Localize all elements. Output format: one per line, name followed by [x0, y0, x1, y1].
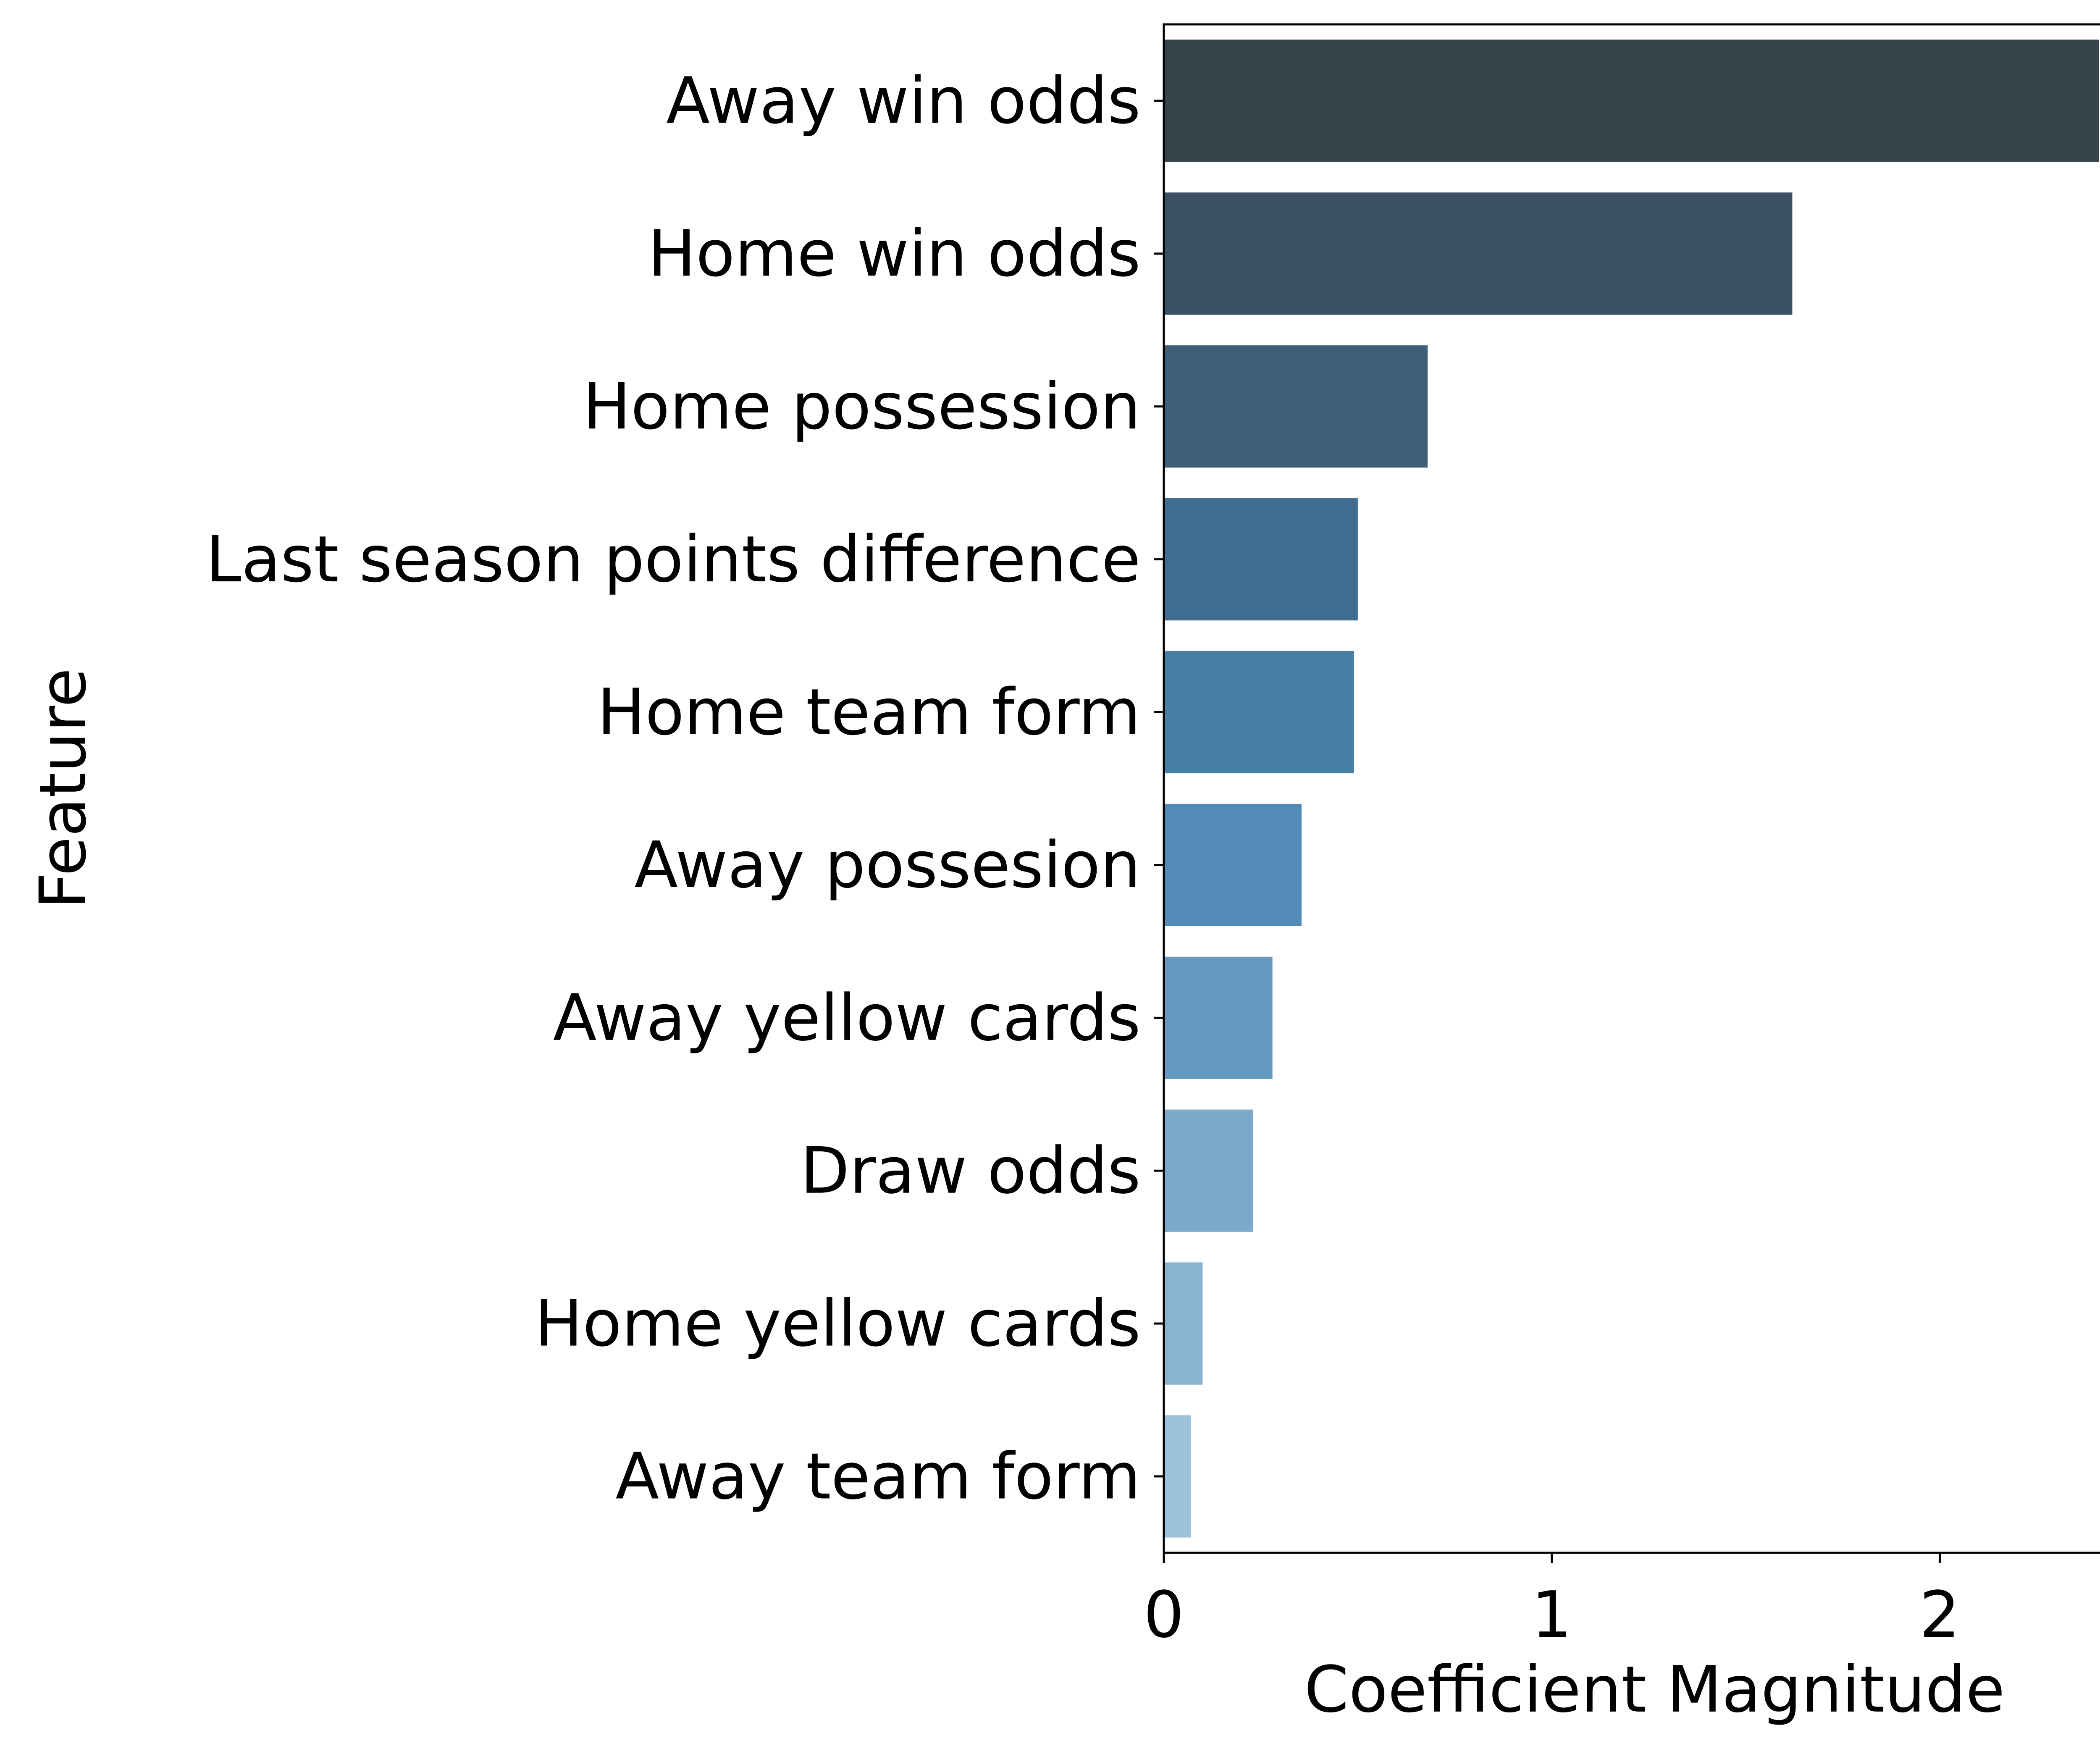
x-tick-label-0: 0 — [1144, 1578, 1184, 1652]
y-tick-label-4: Home team form — [597, 675, 1141, 749]
y-tick-label-0: Away win odds — [666, 63, 1141, 138]
y-tick-label-1: Home win odds — [648, 216, 1141, 291]
bar-4 — [1164, 651, 1354, 774]
bar-3 — [1164, 498, 1358, 621]
y-tick-label-7: Draw odds — [801, 1134, 1141, 1208]
bar-5 — [1164, 803, 1302, 927]
bars-layer — [1164, 39, 2099, 1538]
y-tick-label-6: Away yellow cards — [553, 981, 1141, 1055]
y-tick-label-8: Home yellow cards — [535, 1287, 1141, 1361]
y-tick-label-3: Last season points difference — [206, 522, 1141, 596]
x-tick-label-2: 2 — [1919, 1578, 1960, 1652]
bar-8 — [1164, 1262, 1203, 1385]
x-ticks-layer: 0 1 2 — [1144, 1553, 1960, 1652]
y-ticks-layer: Away win odds Home win odds Home possessio… — [206, 63, 1164, 1514]
bar-2 — [1164, 345, 1428, 468]
bar-1 — [1164, 192, 1793, 315]
plot-area-frame — [1163, 23, 2100, 1554]
bar-0 — [1164, 39, 2099, 162]
y-tick-label-2: Home possession — [583, 369, 1141, 444]
y-tick-label-9: Away team form — [615, 1439, 1141, 1514]
x-tick-label-1: 1 — [1531, 1578, 1572, 1652]
y-tick-label-5: Away possesion — [634, 828, 1141, 902]
x-axis-label: Coefficient Magnitude — [1304, 1652, 2005, 1727]
bar-9 — [1164, 1415, 1191, 1538]
bar-6 — [1164, 956, 1273, 1079]
y-axis-label: Feature — [26, 668, 100, 909]
bar-7 — [1164, 1109, 1253, 1232]
